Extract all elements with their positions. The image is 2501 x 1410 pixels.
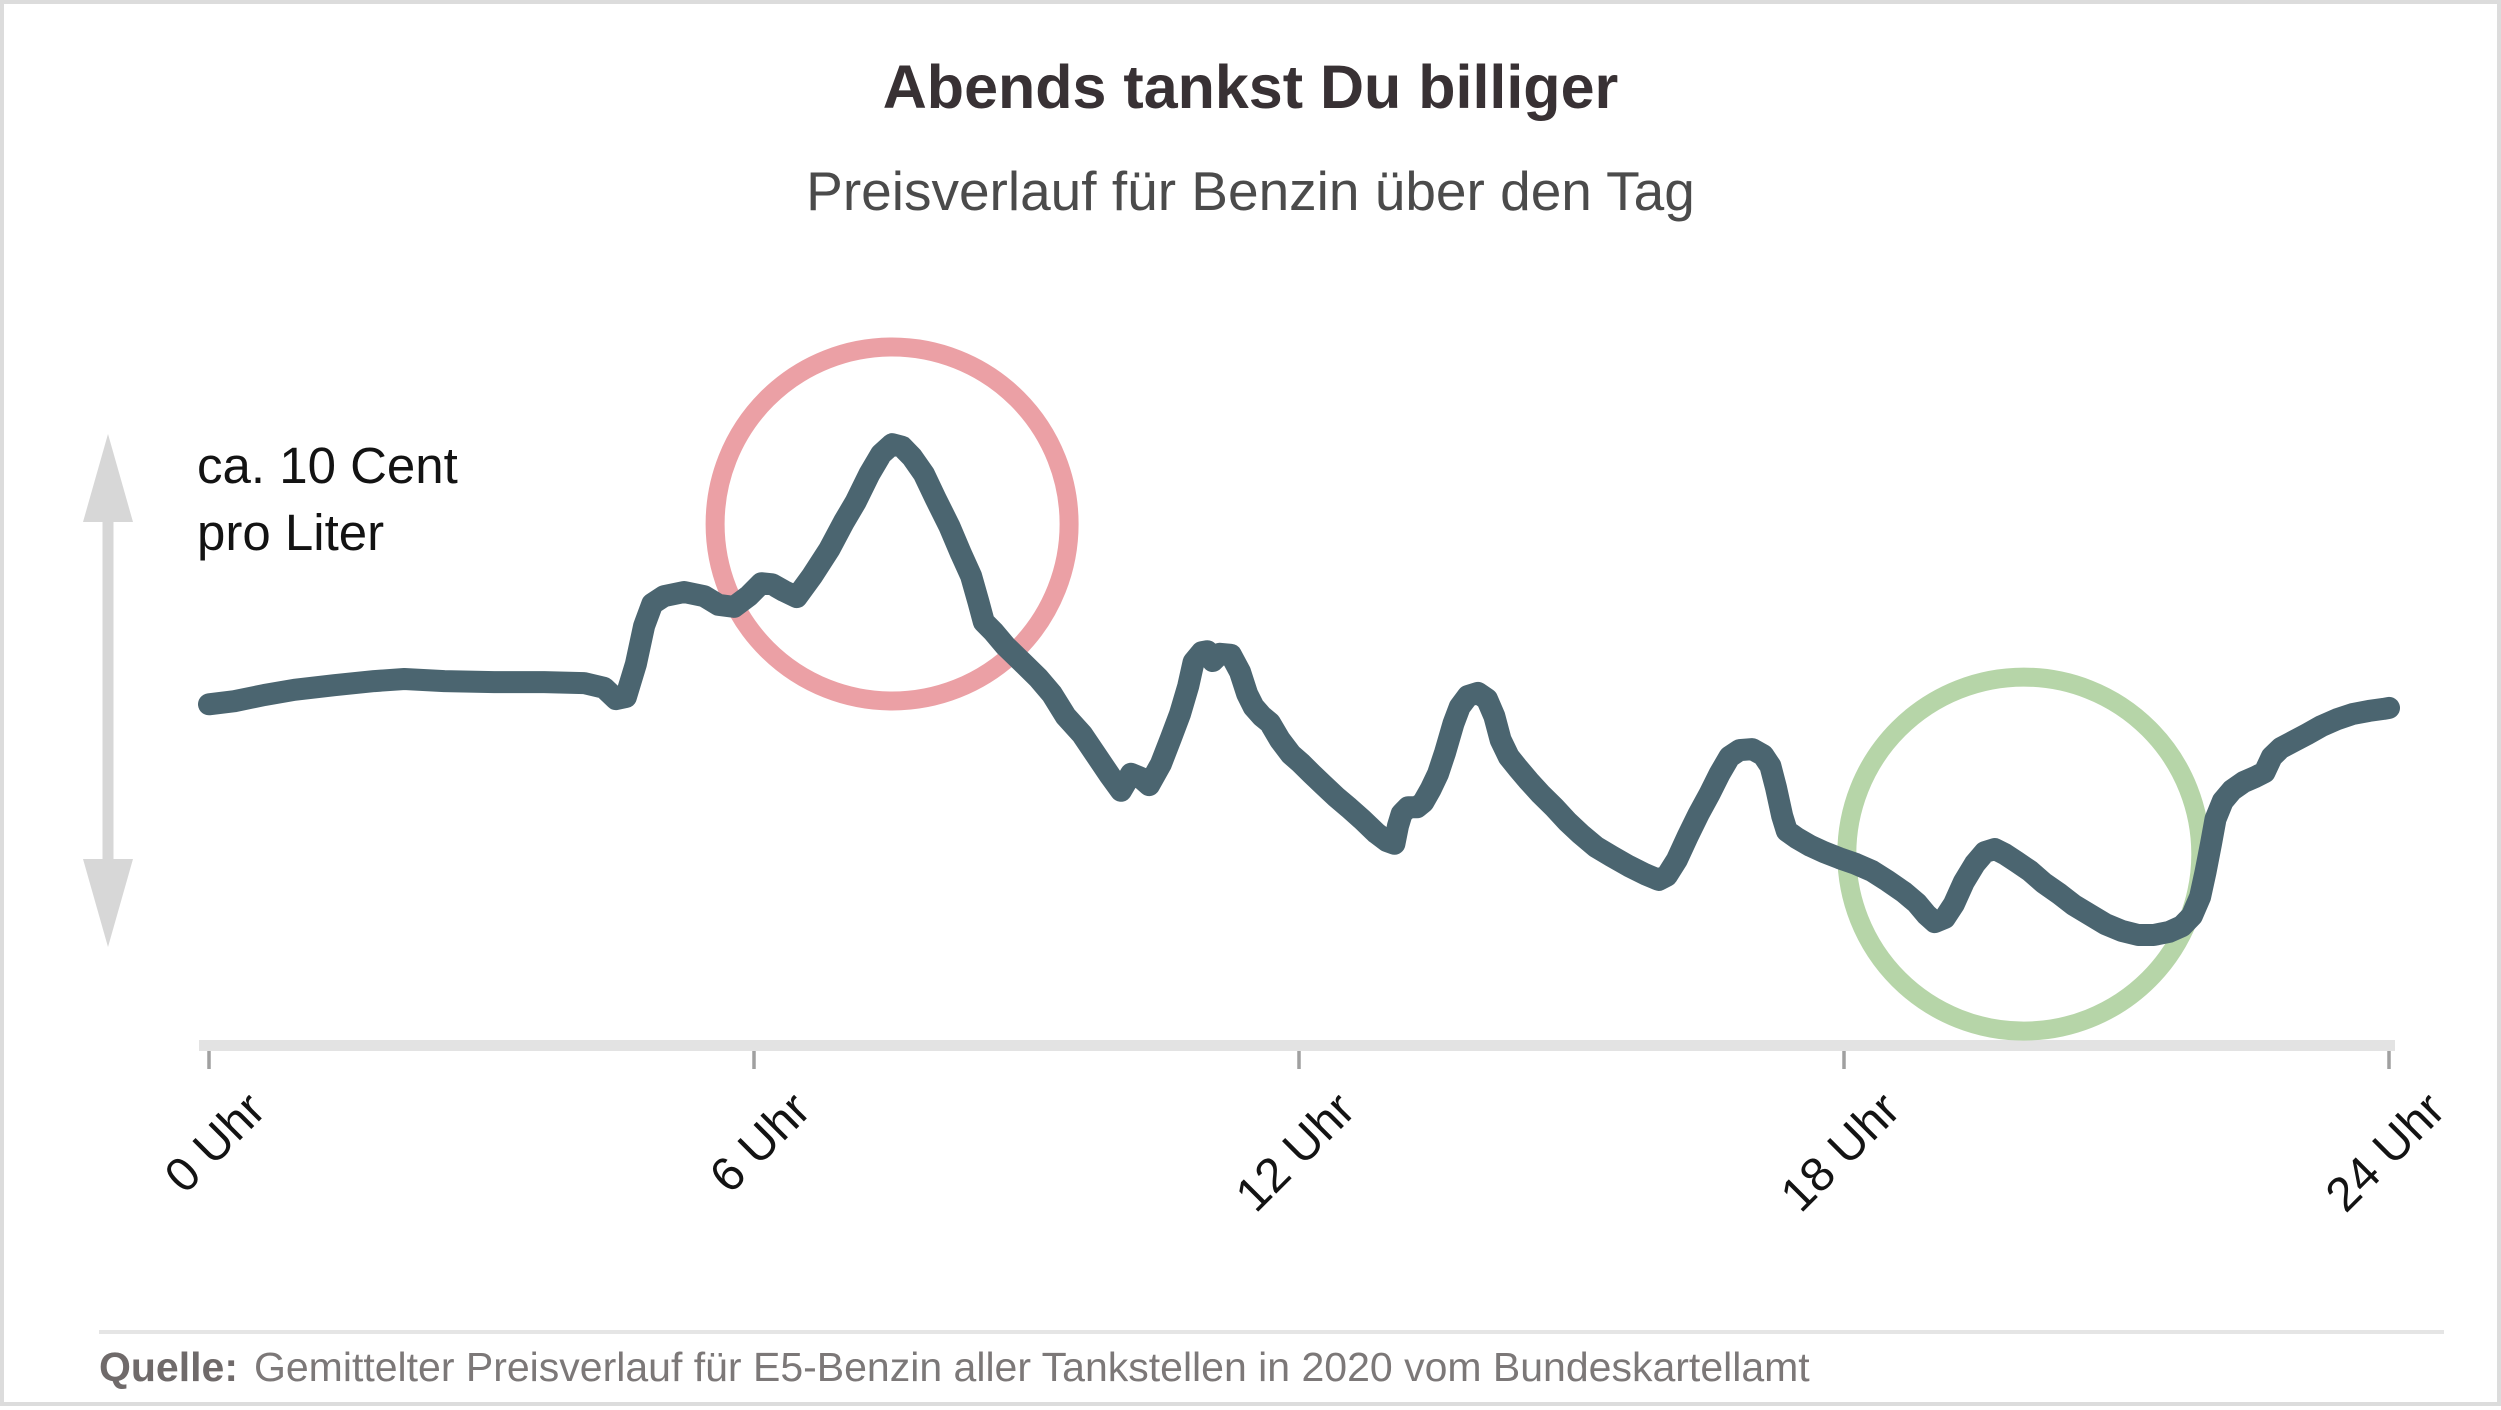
scale-annotation-line2: pro Liter — [197, 504, 385, 562]
page-subtitle: Preisverlauf für Benzin über den Tag — [806, 160, 1695, 222]
source-line: Quelle: Gemittelter Preisverlauf für E5-B… — [99, 1344, 1810, 1391]
scale-annotation-line1: ca. 10 Cent — [197, 437, 458, 494]
price-chart — [83, 337, 2400, 1069]
scale-arrow-head-down — [83, 859, 133, 947]
source-label: Quelle: — [99, 1344, 238, 1390]
scale-arrow-head-up — [83, 434, 133, 522]
x-axis-ticks — [207, 1051, 2391, 1069]
source-divider — [99, 1330, 2444, 1334]
price-line — [198, 433, 2400, 946]
source-text: Gemittelter Preisverlauf für E5-Benzin a… — [253, 1344, 1810, 1390]
annotation-circle-morning-peak — [705, 337, 1079, 711]
page-title: Abends tankst Du billiger — [882, 53, 1619, 121]
scale-annotation: ca. 10 Cent pro Liter — [197, 432, 458, 567]
x-axis-bar — [199, 1040, 2395, 1051]
scale-arrow-icon — [83, 434, 133, 947]
